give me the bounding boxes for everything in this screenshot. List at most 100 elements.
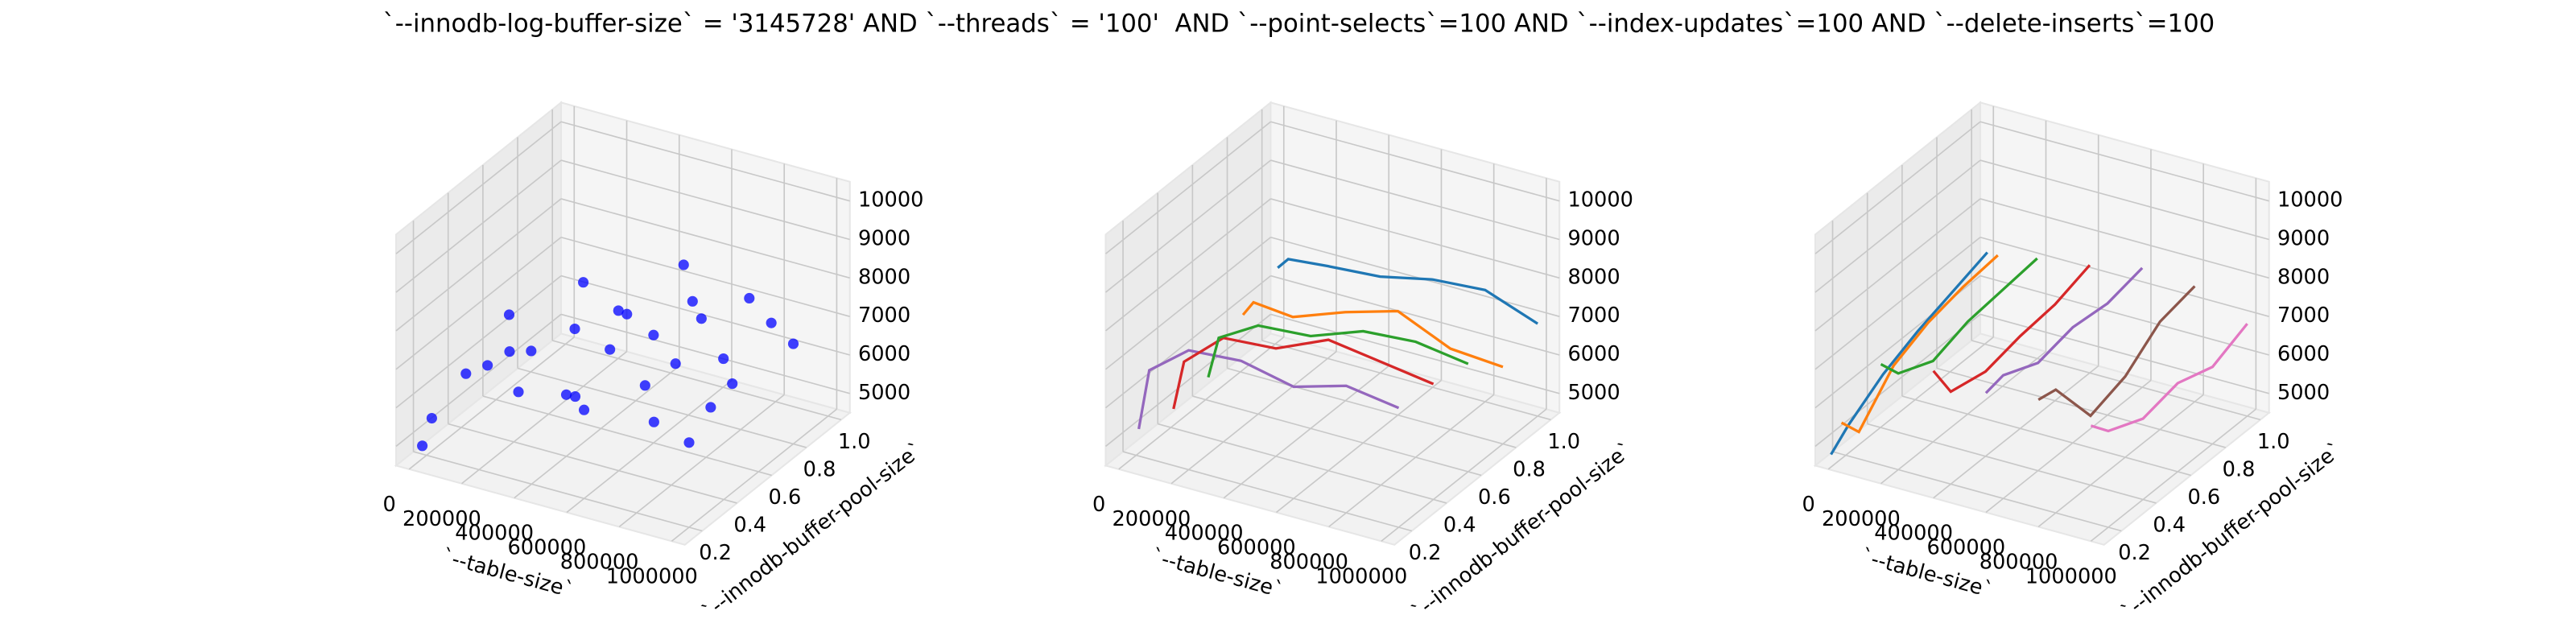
grid-line [1104,121,1271,254]
figure-title: `--innodb-log-buffer-size` = '3145728' A… [382,10,2215,39]
point [678,259,689,270]
z-tick-label: 10000 [1567,188,1633,213]
grid-line [1270,198,1560,279]
y-tick-label: 0.8 [2223,458,2256,482]
series-line [1830,251,1988,456]
x-tick-label: 200000 [402,507,481,531]
series-line [1241,300,1504,369]
grid-line [408,336,575,470]
grid-line [1261,340,1551,421]
grid-line [1122,451,1413,532]
y-tick-label: 0.2 [699,541,732,565]
grid-line [560,121,850,202]
point [687,295,698,307]
grid-line [395,275,562,409]
point [787,338,799,349]
point [504,346,515,357]
point [578,404,590,415]
x-tick-label: 0 [1092,493,1105,517]
grid-line [1223,365,1389,499]
point [578,277,589,288]
x-tick-label: 0 [383,493,396,517]
x-tick-label: 400000 [1165,522,1244,546]
point [621,308,633,320]
grid-line [395,159,562,293]
y-tick-label: 1.0 [2257,430,2290,454]
grid-line [1827,336,1994,470]
series-line [2090,323,2248,433]
grid-line [1118,336,1285,470]
grid-line [1104,198,1271,332]
z-tick-label: 9000 [1567,227,1620,251]
point [718,353,729,365]
y-tick-label: 0.2 [1409,541,1442,565]
point [683,437,695,448]
x-tick-label: 600000 [1926,536,2005,560]
grid-line [448,423,737,504]
point [639,380,650,391]
y-tick-label: 1.0 [838,430,871,454]
grid-line [395,198,562,332]
series-line [1984,266,2144,394]
grid-line [618,394,785,528]
point [727,378,738,390]
x-tick-label: 1000000 [1315,564,1407,588]
point [417,440,428,452]
grid-line [1933,365,2099,499]
z-tick-label: 8000 [2277,265,2330,289]
x-tick-label: 200000 [1822,507,1901,531]
point [526,345,537,357]
x-tick-label: 200000 [1113,507,1191,531]
x-tick-label: 400000 [1874,522,1953,546]
z-tick-label: 10000 [2277,188,2343,213]
grid-line [560,198,850,279]
grid-line [413,451,703,532]
y-tick-label: 0.6 [2188,485,2221,510]
point [605,344,616,355]
grid-line [566,379,733,514]
grid-line [395,313,562,448]
grid-line [1814,237,1981,370]
grid-line [1971,340,2261,421]
grid-line [671,408,837,542]
point [569,323,580,335]
point [766,317,777,328]
grid-line [1192,395,1482,477]
point [648,329,659,341]
point [460,368,472,379]
z-tick-label: 7000 [1567,303,1620,328]
series-line [1207,324,1469,378]
z-tick-label: 8000 [858,265,910,289]
grid-line [2037,394,2204,528]
grid-line [1270,121,1560,202]
grid-line [482,395,772,477]
x-tick-label: 800000 [1979,550,2058,574]
point [503,309,515,320]
grid-line [1157,423,1447,504]
y-tick-label: 0.4 [2153,514,2186,538]
grid-line [2090,408,2256,542]
grid-line [1104,237,1271,370]
point [744,292,755,304]
grid-line [395,237,562,370]
grid-line [461,351,628,485]
grid-line [1979,236,2269,317]
point [560,389,572,400]
grid-line [1867,423,2157,504]
grid-line [1104,159,1271,293]
grid-line [1104,313,1271,448]
grid-line [1979,198,2269,279]
point [513,386,524,398]
grid-line [1880,351,2047,485]
grid-line [1270,313,1560,394]
z-tick-label: 5000 [858,381,910,405]
z-tick-label: 7000 [858,303,910,328]
grid-line [1270,275,1560,356]
y-tick-label: 1.0 [1547,430,1580,454]
x-tick-label: 600000 [507,536,586,560]
y-tick-label: 0.6 [769,485,802,510]
z-tick-label: 6000 [858,342,910,366]
grid-line [1275,379,1442,514]
z-tick-label: 5000 [1567,381,1620,405]
